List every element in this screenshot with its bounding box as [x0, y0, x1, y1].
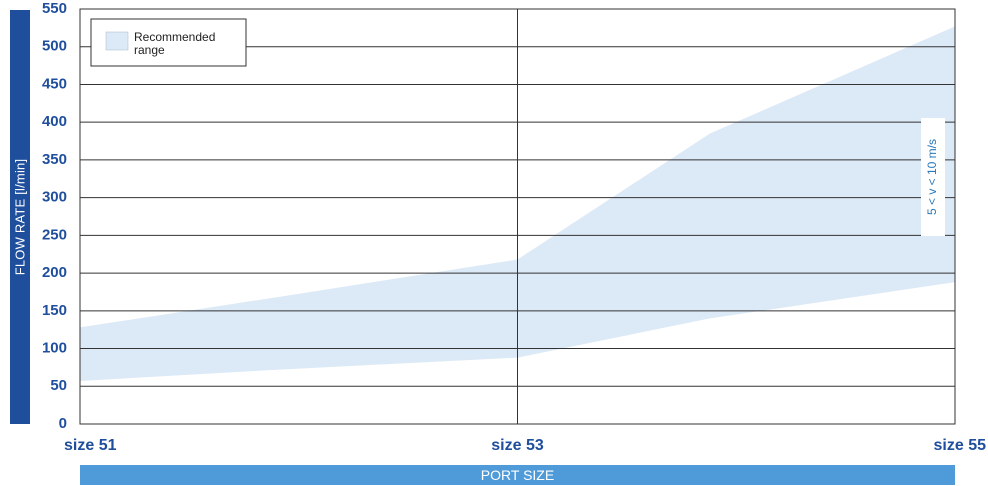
recommended-range-area	[80, 26, 955, 382]
velocity-annotation: 5 < v < 10 m/s	[921, 118, 945, 236]
x-axis-label: PORT SIZE	[480, 467, 555, 483]
y-tick-label: 200	[42, 264, 67, 281]
x-tick-labels: size 51 size 53 size 55	[64, 437, 986, 454]
legend-swatch	[105, 31, 129, 51]
y-tick-label: 350	[42, 151, 67, 168]
y-tick-label: 400	[42, 113, 67, 130]
x-tick-label: size 53	[491, 437, 544, 454]
y-tick-label: 550	[42, 0, 67, 17]
plot-frame	[79, 8, 956, 425]
velocity-annotation-text: 5 < v < 10 m/s	[925, 139, 939, 215]
y-tick-label: 0	[59, 415, 67, 432]
y-tick-label: 250	[42, 226, 67, 243]
velocity-annotation-box	[921, 118, 945, 236]
y-tick-label: 100	[42, 340, 67, 357]
x-tick-label: size 55	[934, 437, 987, 454]
y-axis-label-bar: FLOW RATE [l/min]	[10, 10, 30, 424]
y-tick-label: 50	[50, 377, 67, 394]
y-tick-label: 150	[42, 302, 67, 319]
legend: Recommended range	[90, 18, 247, 67]
y-tick-label: 450	[42, 75, 67, 92]
legend-label: Recommended range	[134, 30, 215, 57]
y-tick-label: 500	[42, 38, 67, 55]
y-tick-label: 300	[42, 189, 67, 206]
x-tick-label: size 51	[64, 437, 117, 454]
y-tick-labels: 0 50 100 150 200 250 300 350 400 450 500 550	[42, 0, 67, 432]
x-axis-label-bar: PORT SIZE	[80, 465, 955, 485]
